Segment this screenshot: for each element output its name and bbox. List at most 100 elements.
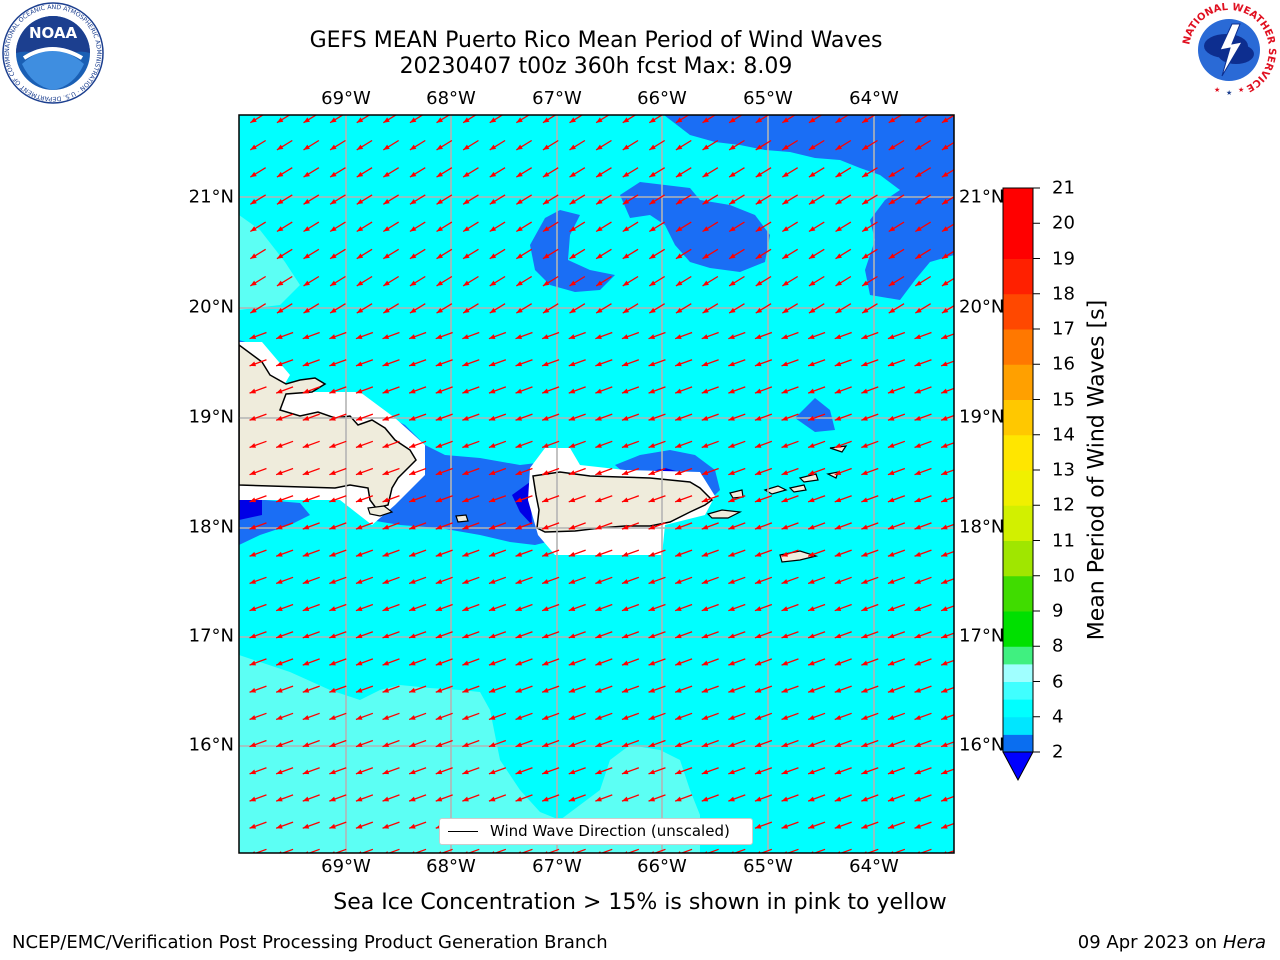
wind-wave-arrow (275, 739, 294, 748)
wind-wave-arrow (488, 658, 507, 666)
wind-wave-arrow (462, 386, 480, 394)
svg-text:★: ★ (1226, 89, 1232, 97)
wind-wave-arrow (728, 467, 746, 476)
wind-wave-arrow (356, 248, 373, 260)
wind-wave-arrow (435, 631, 453, 639)
colorbar-tick-label: 13 (1052, 459, 1075, 481)
wind-wave-arrow (435, 712, 453, 721)
wind-wave-arrow (408, 658, 427, 666)
wind-wave-arrow (888, 221, 905, 233)
wind-wave-arrow (621, 739, 640, 748)
wind-wave-arrow (701, 549, 719, 557)
wind-wave-arrow (754, 631, 773, 639)
wind-wave-arrow (488, 631, 507, 639)
wind-wave-arrow (276, 248, 293, 260)
wind-wave-arrow (914, 603, 932, 612)
wind-wave-arrow (249, 522, 267, 530)
wind-wave-arrow (356, 275, 373, 287)
wind-wave-arrow (436, 221, 453, 233)
wind-wave-arrow (595, 576, 613, 585)
wind-wave-arrow (887, 576, 906, 585)
wind-wave-arrow (568, 413, 586, 421)
wind-wave-arrow (249, 739, 267, 748)
wind-wave-arrow (436, 248, 453, 260)
wind-wave-arrow (781, 467, 799, 476)
wind-wave-arrow (648, 576, 666, 585)
wind-wave-arrow (701, 631, 719, 639)
wind-wave-arrow (674, 359, 693, 367)
wind-wave-arrow (515, 303, 533, 314)
wind-wave-arrow (541, 576, 560, 585)
wind-wave-arrow (595, 248, 612, 260)
wind-wave-arrow (701, 794, 719, 802)
wind-wave-arrow (807, 576, 826, 585)
wind-wave-arrow (409, 248, 426, 260)
wind-wave-arrow (515, 658, 533, 666)
wind-wave-arrow (302, 576, 320, 585)
wind-wave-arrow (355, 331, 374, 340)
wind-wave-arrow (622, 194, 639, 205)
wind-wave-arrow (408, 413, 427, 421)
wind-wave-arrow (355, 359, 374, 367)
wind-wave-arrow (303, 303, 320, 314)
wind-wave-arrow (754, 413, 773, 421)
wind-wave-arrow (701, 767, 719, 775)
wind-wave-arrow (249, 413, 267, 421)
wind-wave-arrow (940, 469, 954, 476)
wind-wave-arrow (914, 495, 932, 503)
wind-wave-arrow (302, 712, 320, 721)
wind-wave-arrow (861, 821, 879, 829)
wind-wave-arrow (302, 522, 320, 530)
wind-wave-arrow (808, 303, 825, 314)
wind-wave-arrow (462, 739, 480, 748)
wind-wave-arrow (595, 413, 613, 421)
wind-wave-arrow (648, 248, 666, 260)
wind-wave-arrow (302, 739, 320, 748)
svg-text:★: ★ (1238, 86, 1244, 94)
lon-label-top: 68°W (426, 88, 476, 109)
wind-wave-arrow (887, 549, 906, 557)
nws-logo: NATIONAL WEATHER SERVICE ★ ★ ★ (1181, 2, 1277, 98)
wind-wave-arrow (302, 549, 320, 557)
wind-wave-arrow (382, 139, 400, 151)
wind-wave-arrow (302, 794, 320, 802)
wind-wave-arrow (648, 359, 666, 367)
wind-wave-arrow (541, 331, 560, 340)
wind-wave-arrow (408, 549, 427, 557)
wind-wave-arrow (808, 248, 825, 260)
wind-wave-arrow (541, 549, 560, 557)
wind-wave-arrow (356, 167, 373, 178)
wind-wave-arrow (887, 739, 906, 748)
wind-wave-arrow (515, 248, 533, 260)
wind-wave-arrow (435, 467, 453, 476)
wind-wave-arrow (568, 576, 586, 585)
wind-wave-arrow (754, 767, 773, 775)
wind-wave-arrow (568, 549, 586, 557)
wind-wave-arrow (648, 115, 664, 124)
wind-wave-arrow (462, 359, 480, 367)
wind-wave-arrow (648, 331, 666, 340)
wind-wave-arrow (488, 685, 507, 693)
wind-wave-arrow (754, 712, 773, 721)
wind-wave-arrow (835, 167, 852, 178)
wind-wave-arrow (781, 386, 799, 394)
wind-wave-arrow (781, 115, 797, 124)
lat-label-left: 16°N (188, 734, 234, 756)
wind-wave-arrow (382, 248, 400, 260)
wind-wave-arrow (754, 739, 773, 748)
wind-wave-arrow (329, 712, 347, 721)
wind-wave-arrow (728, 495, 746, 503)
wind-wave-arrow (807, 413, 826, 421)
wind-wave-arrow (275, 658, 294, 666)
lat-label-right: 18°N (959, 516, 1005, 538)
wind-wave-arrow (781, 221, 799, 233)
wind-wave-arrow (541, 712, 560, 721)
wind-wave-arrow (781, 303, 799, 314)
wind-wave-arrow (356, 303, 373, 314)
wind-wave-arrow (940, 822, 954, 829)
wind-wave-arrow (302, 603, 320, 612)
wind-wave-arrow (488, 549, 507, 557)
wind-wave-arrow (542, 139, 559, 151)
wind-wave-arrow (409, 221, 426, 233)
wind-wave-arrow (861, 685, 879, 693)
